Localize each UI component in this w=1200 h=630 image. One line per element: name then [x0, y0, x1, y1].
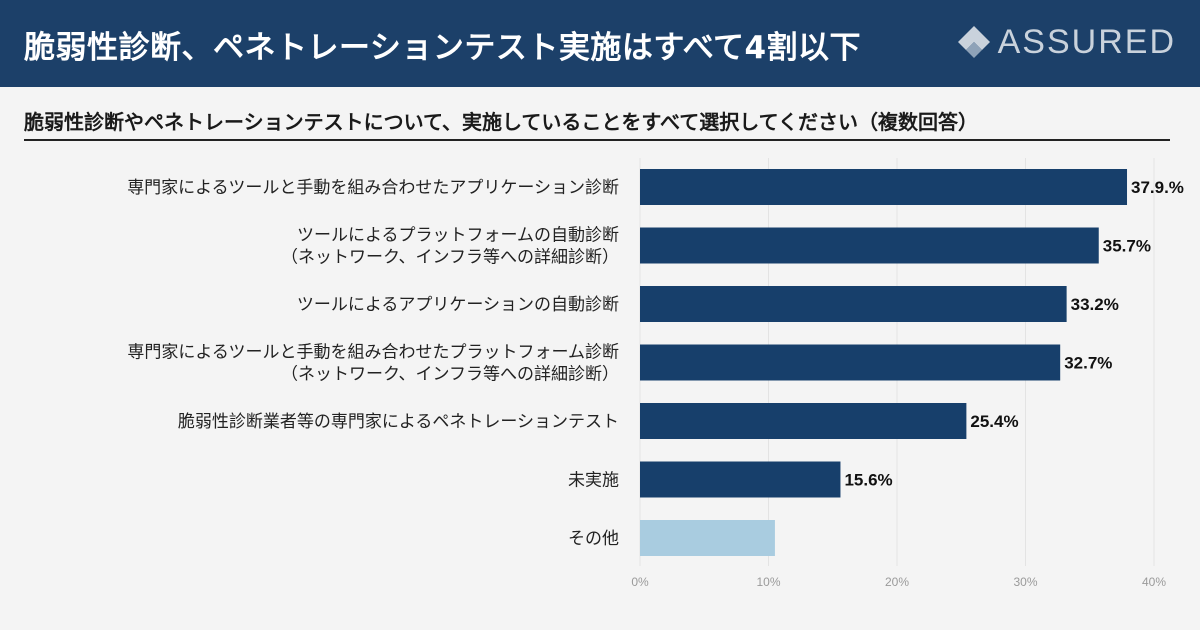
bar: [640, 461, 841, 498]
bar: [640, 344, 1061, 381]
category-label: （ネットワーク、インフラ等への詳細診断）: [281, 365, 619, 385]
value-label: 15.6%: [844, 471, 892, 490]
category-label: 専門家によるツールと手動を組み合わせたアプリケーション診断: [127, 178, 619, 198]
x-tick-label: 40%: [1142, 575, 1166, 589]
category-label: 脆弱性診断業者等の専門家によるペネトレーションテスト: [178, 412, 619, 432]
value-label: 33.2%: [1071, 295, 1119, 314]
bar: [640, 169, 1128, 205]
x-tick-label: 0%: [631, 575, 649, 589]
category-label: ツールによるアプリケーションの自動診断: [297, 295, 619, 315]
page-title: 脆弱性診断、ペネトレーションテスト実施はすべて4割以下: [24, 30, 862, 66]
chart-question-title: 脆弱性診断やペネトレーションテストについて、実施していることをすべて選択してくだ…: [24, 106, 1170, 141]
bar: [640, 403, 967, 439]
value-label: 25.4%: [970, 412, 1018, 431]
bar: [640, 286, 1067, 322]
value-label: 35.7%: [1103, 237, 1151, 256]
header-banner: 脆弱性診断、ペネトレーションテスト実施はすべて4割以下 ASSURED: [0, 0, 1200, 87]
value-label: 32.7%: [1064, 354, 1112, 373]
value-label: 37.9.%: [1131, 178, 1184, 197]
category-label: （ネットワーク、インフラ等への詳細診断）: [281, 248, 619, 268]
x-tick-label: 20%: [885, 575, 909, 589]
assured-logo-icon: [957, 26, 990, 58]
brand-logo: ASSURED: [956, 22, 1176, 62]
category-label: その他: [568, 529, 619, 549]
bar: [640, 227, 1099, 264]
category-label: 未実施: [568, 471, 619, 491]
bar: [640, 520, 775, 556]
logo-text: ASSURED: [997, 22, 1176, 61]
x-tick-label: 10%: [756, 575, 780, 589]
x-tick-label: 30%: [1013, 575, 1037, 589]
category-label: ツールによるプラットフォームの自動診断: [297, 226, 619, 246]
category-label: 専門家によるツールと手動を組み合わせたプラットフォーム診断: [127, 343, 619, 363]
